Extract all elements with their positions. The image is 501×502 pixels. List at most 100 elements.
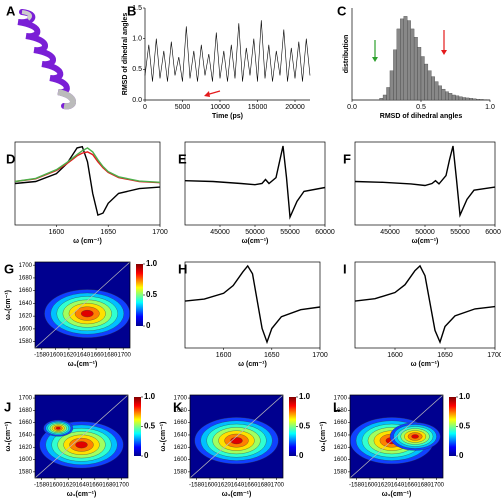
frame [14,141,161,226]
y-axis-label: ω₃(cm⁻¹) [5,422,12,452]
panel-letter: L [333,399,341,414]
y-tick-label: 1700 [19,263,33,269]
x-tick-label: 1.0 [485,104,495,111]
x-tick-label: -1600 [48,353,64,359]
x-tick-label: 20000 [285,104,305,111]
hist-bar [413,37,418,101]
x-tick-label: 60000 [485,229,501,236]
x-tick-label: 10000 [210,104,230,111]
x-axis-label: ω (cm⁻¹) [411,361,440,368]
x-tick-label: -1640 [389,483,405,489]
colorbar [136,264,143,326]
frame [354,141,496,226]
colorbar-label: 1.0 [144,392,156,401]
hist-bar [396,28,401,101]
colorbar-label: 1.0 [459,392,471,401]
x-tick-label: -1680 [100,483,116,489]
panel-letter: I [343,261,347,276]
y-axis-label: distribution [343,35,350,74]
x-tick-label: -1680 [102,353,118,359]
x-tick-label: -1640 [74,483,90,489]
x-tick-label: 1700 [152,229,168,236]
y-axis-label: RMSD of dihedral angles [122,13,129,96]
hist-bar [462,97,466,101]
hist-bar [382,94,387,101]
y-tick-label: 1660 [334,420,348,426]
y-tick-label: 1580 [19,469,33,475]
y-tick-label: 1640 [174,433,188,439]
hist-bar [469,98,473,101]
x-axis-label: ω₁(cm⁻¹) [382,491,412,498]
y-tick-label: 1600 [334,457,348,463]
x-tick-label: -1580 [34,483,50,489]
x-tick-label: -1700 [116,353,132,359]
hist-bar [393,49,397,101]
x-tick-label: -1660 [402,483,418,489]
y-tick-label: 1600 [174,457,188,463]
hist-bar [448,93,453,101]
hist-bar [379,98,384,101]
hist-bar [386,87,391,101]
x-tick-label: 0.5 [416,104,426,111]
line-series [354,145,496,218]
y-tick-label: 1620 [19,445,33,451]
y-tick-label: 1620 [334,445,348,451]
y-tick-label: 1700 [19,396,33,402]
panel-letter: E [178,151,187,166]
x-tick-label: -1600 [47,483,63,489]
contour-level [75,441,88,449]
line-series [14,151,161,184]
x-tick-label: 50000 [415,229,435,236]
helix-image [17,9,76,110]
x-tick-label: 55000 [450,229,470,236]
x-tick-label: -1620 [216,483,232,489]
y-tick-label: 1700 [174,396,188,402]
y-tick-label: 1660 [19,420,33,426]
x-tick-label: 50000 [245,229,265,236]
hist-bar [420,56,425,101]
y-tick-label: 1660 [19,288,33,294]
hist-bar [451,94,456,101]
x-axis-label: RMSD of dihedral angles [380,113,463,120]
panel-letter: F [343,151,351,166]
arrow-head [441,50,447,55]
panel-letter: H [178,261,187,276]
x-tick-label: -1660 [88,353,104,359]
y-tick-label: 1600 [19,457,33,463]
x-axis-label: ω₁(cm⁻¹) [222,491,252,498]
x-tick-label: -1700 [114,483,130,489]
x-tick-label: 1650 [264,352,280,359]
y-tick-label: 1680 [174,408,188,414]
y-tick-label: 1600 [19,326,33,332]
x-tick-label: -1620 [376,483,392,489]
y-tick-label: 1580 [174,469,188,475]
diagonal [35,262,130,348]
x-tick-label: -1700 [269,483,285,489]
y-tick-label: 1680 [19,276,33,282]
hist-bar [407,20,411,101]
x-tick-label: -1580 [189,483,205,489]
x-tick-label: 1700 [487,352,501,359]
y-tick-label: 1.0 [132,36,142,43]
colorbar-label: 0.5 [299,422,311,431]
x-tick-label: -1620 [61,353,77,359]
hist-bar [434,81,439,101]
diagonal [190,395,283,478]
hist-bar [431,76,435,101]
colorbar-label: 0 [459,451,464,460]
panel-letter: G [4,261,14,276]
x-tick-label: -1600 [362,483,378,489]
x-tick-label: 55000 [280,229,300,236]
x-tick-label: -1680 [255,483,271,489]
x-tick-label: -1640 [75,353,91,359]
y-tick-label: 1680 [334,408,348,414]
colorbar-label: 0 [144,451,149,460]
line-series [144,20,311,82]
hist-bar [403,16,408,101]
x-tick-label: -1620 [61,483,77,489]
hist-bar [455,95,460,101]
panel-letter: A [6,3,16,18]
diagonal [350,395,443,478]
x-tick-label: 0 [143,104,147,111]
x-tick-label: -1580 [349,483,365,489]
